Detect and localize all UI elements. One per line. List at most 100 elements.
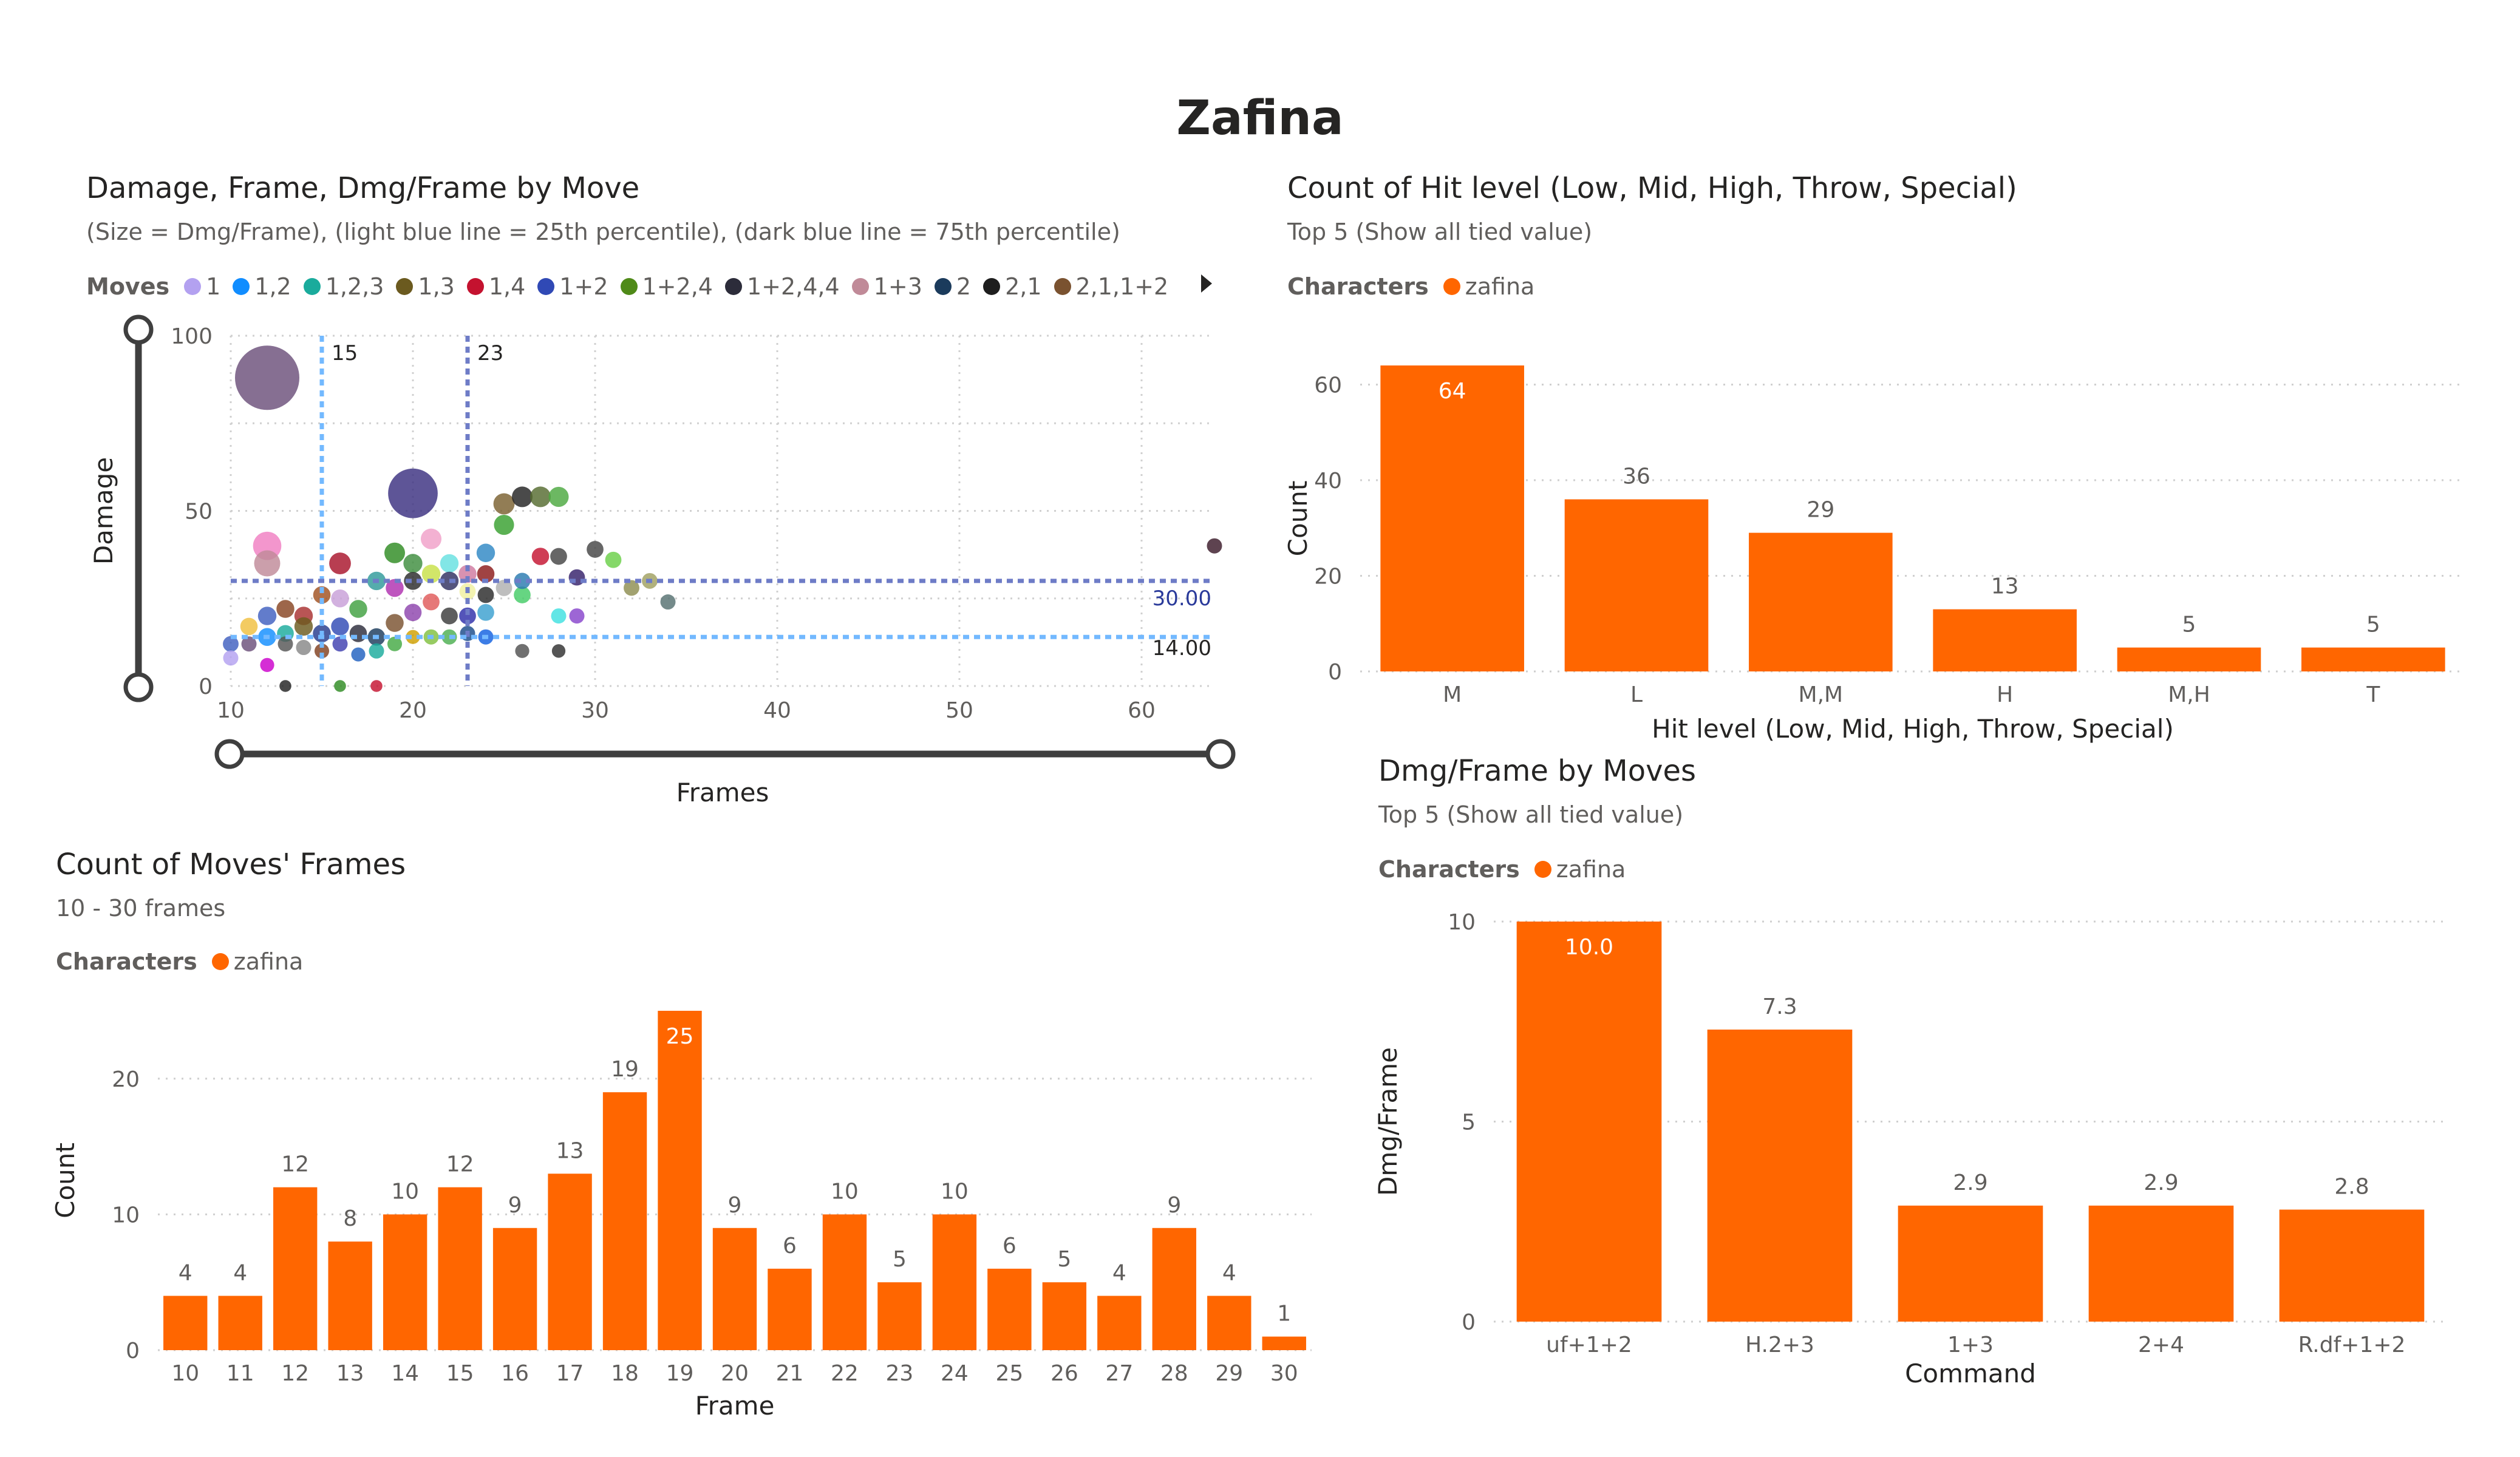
- data-point: [494, 515, 514, 535]
- data-point: [240, 617, 258, 636]
- y-tick-label: 50: [185, 500, 213, 525]
- bar: [438, 1187, 482, 1350]
- data-point: [531, 548, 550, 565]
- y-range-slider-handle[interactable]: [123, 672, 154, 702]
- legend-next-icon[interactable]: [1201, 274, 1212, 293]
- data-label: 13: [556, 1138, 584, 1163]
- data-point: [314, 644, 330, 659]
- x-axis-title: Frame: [695, 1391, 775, 1421]
- legend-item[interactable]: 1+2: [537, 273, 608, 300]
- legend-dot-icon: [1054, 278, 1071, 295]
- y-axis-title: Count: [1283, 481, 1313, 557]
- bar: [768, 1268, 812, 1350]
- bar: [218, 1296, 262, 1350]
- y-tick-label: 0: [1462, 1310, 1476, 1335]
- x-tick-label: 24: [941, 1361, 969, 1386]
- x-tick-label: R.df+1+2: [2298, 1333, 2406, 1357]
- bar: [328, 1241, 372, 1350]
- data-point: [254, 550, 281, 577]
- y-tick-label: 60: [1314, 373, 1342, 398]
- data-point: [515, 644, 530, 658]
- data-point: [514, 572, 531, 589]
- hit-legend: Characters zafina: [1287, 273, 1547, 300]
- data-label: 5: [893, 1247, 907, 1272]
- data-point: [441, 607, 458, 625]
- legend-item[interactable]: 1,3: [396, 273, 455, 300]
- x-tick-label: 18: [611, 1361, 639, 1386]
- legend-item[interactable]: 2: [934, 273, 971, 300]
- x-range-slider-handle[interactable]: [214, 739, 245, 769]
- data-point: [548, 486, 569, 507]
- data-label: 10: [831, 1179, 859, 1204]
- data-point: [459, 607, 476, 625]
- y-tick-label: 0: [199, 674, 213, 699]
- legend-item[interactable]: 2,1,1+2: [1054, 273, 1168, 300]
- data-point: [568, 569, 585, 586]
- data-label: 13: [1991, 574, 2019, 599]
- x-tick-label: 50: [945, 698, 973, 723]
- data-point: [387, 636, 403, 651]
- bar: [383, 1214, 427, 1350]
- bar: [273, 1187, 318, 1350]
- data-label: 4: [1112, 1261, 1126, 1286]
- bar: [1933, 609, 2077, 671]
- data-point: [550, 548, 567, 565]
- x-tick-label: 1+3: [1947, 1333, 1994, 1357]
- frames-legend: Characters zafina: [56, 948, 315, 975]
- bar: [658, 1011, 702, 1350]
- legend-item[interactable]: 1: [184, 273, 220, 300]
- data-point: [276, 600, 295, 618]
- bar: [932, 1214, 977, 1350]
- legend-item[interactable]: 2,1: [983, 273, 1042, 300]
- frames-title: Count of Moves' Frames: [56, 847, 406, 881]
- data-label: 1: [1277, 1302, 1291, 1326]
- x-range-slider-handle[interactable]: [1205, 739, 1236, 769]
- legend-item[interactable]: 1,2: [233, 273, 291, 300]
- legend-dot-icon: [211, 953, 229, 970]
- frames-legend-item: zafina: [233, 948, 304, 975]
- data-point: [493, 493, 515, 515]
- legend-item[interactable]: 1+2,4: [620, 273, 713, 300]
- dmg-frame-chart: 0 5 10 10.0 uf+1+2 7.3 H.2+3 2.9 1+3 2.9 2+4 2.8 R.d…: [1373, 910, 2447, 1388]
- x-tick-label: M,M: [1799, 682, 1844, 707]
- data-label: 9: [728, 1193, 742, 1218]
- bar: [1749, 532, 1893, 671]
- bar: [1898, 1205, 2043, 1322]
- hit-legend-item: zafina: [1465, 273, 1535, 300]
- data-point: [406, 630, 420, 644]
- data-label: 36: [1623, 464, 1650, 489]
- y-range-slider-handle[interactable]: [123, 314, 154, 345]
- x-tick-label: 13: [336, 1361, 364, 1386]
- legend-dot-icon: [620, 278, 638, 295]
- legend-dot-icon: [184, 278, 202, 295]
- data-label: 5: [2182, 613, 2196, 637]
- y-axis-title: Dmg/Frame: [1373, 1047, 1403, 1196]
- legend-item[interactable]: 1+2,4,4: [724, 273, 840, 300]
- legend-dot-icon: [1443, 278, 1460, 295]
- legend-dot-icon: [537, 278, 555, 295]
- data-label: 5: [1057, 1247, 1071, 1272]
- legend-item-label: 1,4: [488, 273, 526, 300]
- legend-dot-icon: [303, 278, 321, 295]
- legend-item[interactable]: 1+3: [851, 273, 922, 300]
- data-label: 5: [2366, 613, 2380, 637]
- data-point: [477, 603, 494, 621]
- data-point: [421, 565, 441, 583]
- legend-item[interactable]: 1,4: [466, 273, 526, 300]
- x-tick-label: H: [1997, 682, 2013, 707]
- reference-line-label: 23: [477, 341, 503, 365]
- y-tick-label: 100: [171, 324, 213, 349]
- bar: [877, 1282, 922, 1350]
- scatter-legend: Moves 1 1,2 1,2,3 1,3 1,4 1+2 1+2,4 1+2,4,4 1+3 2…: [86, 273, 1180, 300]
- x-tick-label: 14: [391, 1361, 419, 1386]
- legend-dot-icon: [233, 278, 250, 295]
- legend-item[interactable]: 1,2,3: [303, 273, 384, 300]
- bar: [1097, 1296, 1142, 1350]
- y-tick-label: 20: [1314, 565, 1342, 589]
- data-label: 2.9: [2144, 1170, 2178, 1195]
- x-tick-label: T: [2366, 682, 2380, 707]
- bar: [602, 1092, 647, 1350]
- x-tick-label: 10: [171, 1361, 199, 1386]
- data-point: [278, 636, 293, 652]
- data-point: [530, 486, 551, 508]
